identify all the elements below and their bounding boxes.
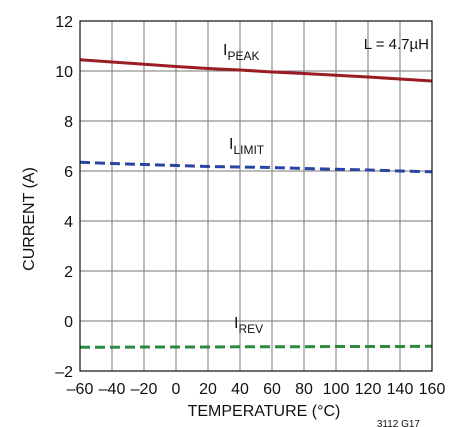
series-label-peak: IPEAK <box>223 42 259 63</box>
x-tick-label: 60 <box>263 381 281 398</box>
series-label-peak-main: I <box>223 42 227 59</box>
x-tick-label: –20 <box>131 381 158 398</box>
y-tick-label: 6 <box>64 164 73 181</box>
x-tick-label: 20 <box>199 381 217 398</box>
y-axis-title: CURRENT (A) <box>21 167 38 271</box>
series-line-rev <box>80 344 433 349</box>
series-line-peak <box>79 58 433 83</box>
plot-frame <box>79 20 433 372</box>
x-tick-label: –60 <box>67 381 94 398</box>
x-tick-label: 80 <box>295 381 313 398</box>
x-tick-label: 100 <box>323 381 350 398</box>
x-axis-title: TEMPERATURE (°C) <box>188 403 341 420</box>
series-label-rev-main: I <box>234 315 238 332</box>
series-line-limit <box>79 160 433 174</box>
figure-id: 3112 G17 <box>377 419 421 427</box>
series-label-limit-main: I <box>229 136 233 153</box>
x-tick-label: 120 <box>355 381 382 398</box>
y-tick-label: 4 <box>64 214 73 231</box>
series-label-rev: IREV <box>234 315 263 336</box>
grid-layer <box>80 21 432 371</box>
frame-layer <box>79 20 433 372</box>
inductance-annotation: L = 4.7µH <box>364 36 429 53</box>
series-label-peak-sub: PEAK <box>227 49 259 63</box>
x-tick-label: 0 <box>172 381 181 398</box>
x-tick-label: 160 <box>419 381 446 398</box>
series-label-limit-sub: LIMIT <box>233 143 264 157</box>
series-label-limit: ILIMIT <box>229 136 265 157</box>
y-tick-label: 12 <box>55 14 73 31</box>
y-tick-label: 0 <box>64 314 73 331</box>
x-tick-label: –40 <box>99 381 126 398</box>
y-tick-label: –2 <box>55 364 73 381</box>
series-layer <box>79 58 433 349</box>
y-tick-label: 10 <box>55 64 73 81</box>
y-tick-label: 2 <box>64 264 73 281</box>
x-tick-label: 40 <box>231 381 249 398</box>
x-tick-label: 140 <box>387 381 414 398</box>
y-tick-label: 8 <box>64 114 73 131</box>
series-label-rev-sub: REV <box>238 322 263 336</box>
tick-layer: –60 –40 –20 0 20 40 60 80 100 120 140 160–202468101… <box>55 14 445 398</box>
